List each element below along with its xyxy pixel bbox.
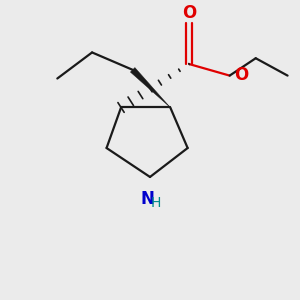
Text: H: H (151, 196, 161, 210)
Text: O: O (182, 4, 196, 22)
Text: N: N (140, 190, 154, 208)
Text: O: O (234, 66, 248, 84)
Polygon shape (130, 68, 170, 107)
